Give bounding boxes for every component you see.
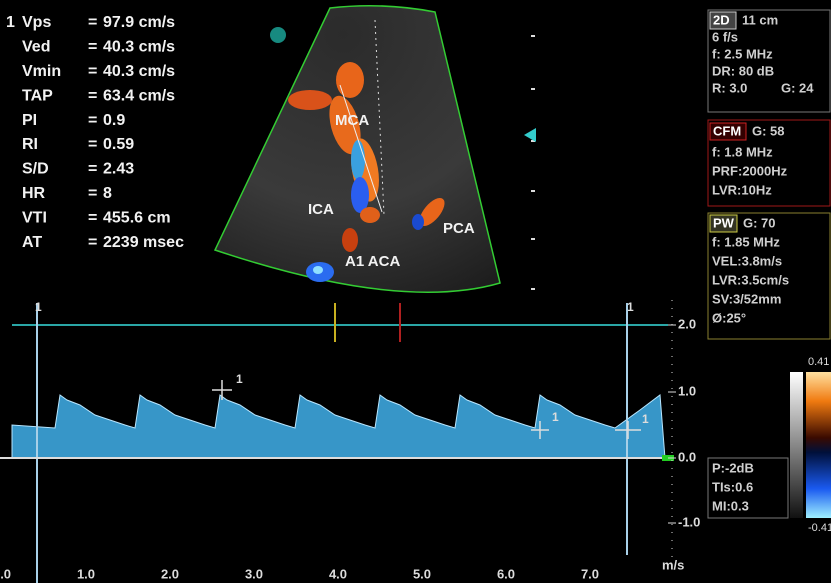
measurement-separator: = xyxy=(88,161,97,178)
probe-marker xyxy=(270,27,286,43)
pw-settings: f: 1.85 MHz VEL:3.8m/s LVR:3.5cm/s SV:3/52m… xyxy=(712,234,789,325)
measurement-value: 63.4 cm/s xyxy=(103,87,175,104)
measurement-value: 40.3 cm/s xyxy=(103,63,175,80)
doppler-spectrum xyxy=(12,395,665,458)
measurement-value: 0.59 xyxy=(103,136,134,153)
x-tick-label: 3.0 xyxy=(245,566,263,581)
setting: f: 1.85 MHz xyxy=(712,234,780,249)
measurement-label: PI xyxy=(22,112,37,129)
measurement-label: VTI xyxy=(22,209,47,226)
measurement-separator: = xyxy=(88,234,97,251)
measurement-value: 97.9 cm/s xyxy=(103,14,175,31)
cursor-label: 1 xyxy=(35,300,42,314)
cursor-label: 1 xyxy=(552,410,559,424)
measurement-separator: = xyxy=(88,112,97,129)
setting: LVR:10Hz xyxy=(712,182,772,197)
measurement-separator: = xyxy=(88,63,97,80)
tag: 2D xyxy=(713,12,730,27)
measurement-separator: = xyxy=(88,14,97,31)
depth-marks xyxy=(531,35,535,290)
measurement-label: TAP xyxy=(22,87,53,104)
measurement-separator: = xyxy=(88,209,97,226)
setting: 6 f/s xyxy=(712,29,738,44)
measurement-value: 2239 msec xyxy=(103,234,184,251)
y-unit: m/s xyxy=(662,557,684,572)
measurement-label: Vps xyxy=(22,14,51,31)
color-scale-bar xyxy=(806,372,831,518)
setting: Ø:25° xyxy=(712,310,746,325)
gray-scale-bar xyxy=(790,372,803,518)
measurement-separator: = xyxy=(88,39,97,56)
setting: TIs:0.6 xyxy=(712,479,753,494)
output-settings: P:-2dB TIs:0.6 MI:0.3 xyxy=(712,460,754,513)
vessel-label: A1 ACA xyxy=(345,253,400,270)
setting: 11 cm xyxy=(742,12,778,27)
x-tick-label: 2.0 xyxy=(161,566,179,581)
vessel-label: MCA xyxy=(335,112,369,129)
measurement-value: 40.3 cm/s xyxy=(103,39,175,56)
vessel-label: PCA xyxy=(443,220,475,237)
tag: CFM xyxy=(713,123,741,138)
y-tick-label: 2.0 xyxy=(678,316,696,331)
setting: VEL:3.8m/s xyxy=(712,253,782,268)
cursor-label: 1 xyxy=(236,372,243,386)
measurement-label: Vmin xyxy=(22,63,61,80)
x-tick-label: 7.0 xyxy=(581,566,599,581)
setting: SV:3/52mm xyxy=(712,291,781,306)
y-tick-label: 1.0 xyxy=(678,383,696,398)
cursor-label: 1 xyxy=(642,412,649,426)
ultrasound-screen: MCA ICA PCA A1 ACA 1 Vps = 97.9 cm/s Ved = 40… xyxy=(0,0,831,583)
setting: LVR:3.5cm/s xyxy=(712,272,789,287)
vessel-label: ICA xyxy=(308,201,334,218)
setting: P:-2dB xyxy=(712,460,754,475)
setting: G: 24 xyxy=(781,80,814,95)
tag: PW xyxy=(713,215,735,230)
measurement-label: S/D xyxy=(22,161,49,178)
measurements: 1 Vps = 97.9 cm/s Ved = 40.3 cm/s Vmin = 40.3 cm… xyxy=(6,14,184,251)
setting: G: 70 xyxy=(743,215,776,230)
color-scale-min: -0.41 xyxy=(808,522,831,534)
x-tick-label: 5.0 xyxy=(413,566,431,581)
focus-marker xyxy=(524,128,536,142)
measurement-value: 2.43 xyxy=(103,161,134,178)
measurement-value: 0.9 xyxy=(103,112,125,129)
measurement-value: 8 xyxy=(103,185,112,202)
setting: G: 58 xyxy=(752,123,785,138)
measurement-label: AT xyxy=(22,234,42,251)
setting: f: 2.5 MHz xyxy=(712,46,773,61)
x-tick-label: 1.0 xyxy=(77,566,95,581)
setting: MI:0.3 xyxy=(712,498,749,513)
y-tick-label: -1.0 xyxy=(678,514,700,529)
x-tick-label: 6.0 xyxy=(497,566,515,581)
measurement-label: RI xyxy=(22,136,38,153)
cursor-label: 1 xyxy=(627,300,634,314)
y-tick-label: 0.0 xyxy=(678,449,696,464)
color-scale-max: 0.41 xyxy=(808,356,829,368)
setting: R: 3.0 xyxy=(712,80,747,95)
measurement-label: HR xyxy=(22,185,46,202)
setting: PRF:2000Hz xyxy=(712,163,788,178)
setting: f: 1.8 MHz xyxy=(712,144,773,159)
measurement-index: 1 xyxy=(6,14,15,31)
measurement-separator: = xyxy=(88,136,97,153)
measurement-value: 455.6 cm xyxy=(103,209,171,226)
x-tick-label: 4.0 xyxy=(329,566,347,581)
x-tick-label: 0.0 xyxy=(0,566,11,581)
measurement-separator: = xyxy=(88,185,97,202)
measurement-separator: = xyxy=(88,87,97,104)
measurement-label: Ved xyxy=(22,39,50,56)
setting: DR: 80 dB xyxy=(712,63,774,78)
